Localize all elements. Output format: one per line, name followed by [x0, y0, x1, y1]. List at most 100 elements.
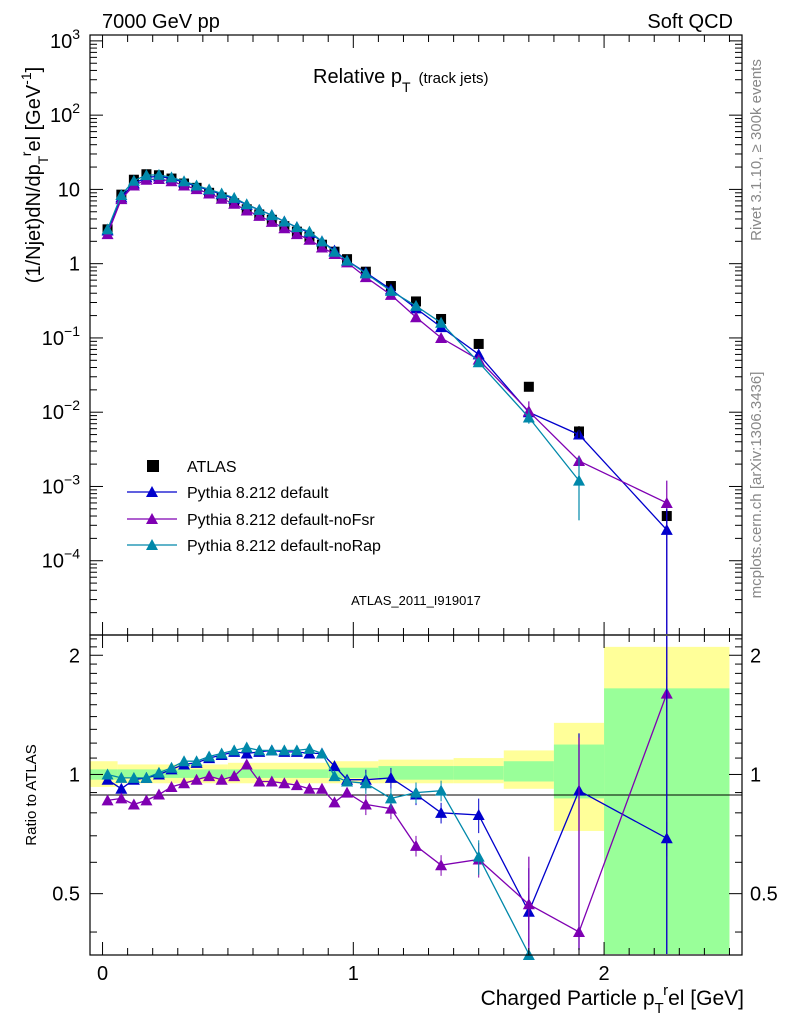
ratio-point-nofsr [341, 786, 354, 798]
data-point-norap [190, 179, 203, 191]
ratio-point-norap [435, 784, 448, 796]
header-left: 7000 GeV pp [102, 11, 220, 33]
ratio-point-norap [203, 750, 216, 762]
legend-label-atlas: ATLAS [187, 459, 237, 476]
watermark: ATLAS_2011_I919017 [351, 593, 481, 608]
ratio-point-default [240, 747, 253, 759]
ratio-y-tick-label: 0.5 [52, 884, 80, 906]
data-point-nofsr [315, 241, 328, 253]
ratio-frame [89, 634, 743, 956]
ratio-point-norap [410, 786, 422, 798]
y-tick-label: 10−1 [42, 323, 80, 350]
data-point-norap [303, 225, 316, 237]
x-tick-label: 2 [599, 963, 610, 985]
data-point-nofsr [303, 233, 316, 245]
ratio-point-norap [190, 755, 203, 767]
x-tick-label: 0 [97, 963, 108, 985]
ratio-point-nofsr [165, 780, 178, 792]
ratio-point-norap [384, 792, 397, 804]
ratio-point-norap [328, 770, 341, 782]
ratio-marks [101, 636, 673, 960]
ratio-point-nofsr [315, 782, 328, 794]
ratio-point-nofsr [140, 794, 153, 806]
y-tick-label: 103 [50, 26, 80, 53]
ratio-point-norap [178, 755, 191, 767]
ratio-point-norap [290, 744, 303, 756]
ratio-point-norap [315, 747, 328, 759]
ratio-point-default [115, 782, 128, 794]
data-point-norap [278, 215, 291, 227]
data-point-nofsr [265, 215, 278, 227]
data-point-nofsr [278, 222, 291, 234]
band-inner [378, 766, 454, 780]
band-inner [453, 766, 504, 780]
main-title: Relative pT (track jets) [313, 66, 489, 95]
ratio-point-norap [127, 771, 140, 783]
data-point-atlas [523, 381, 534, 392]
legend-label-norap: Pythia 8.212 default-noRap [187, 538, 381, 555]
ratio-point-nofsr [240, 758, 253, 770]
ratio-point-default [328, 760, 341, 772]
data-point-nofsr [410, 311, 422, 323]
legend-marker-norap [146, 539, 158, 550]
y-tick-label: 1 [69, 254, 80, 276]
data-point-nofsr [228, 197, 241, 209]
ratio-point-norap [228, 744, 241, 756]
main-marks [101, 168, 673, 634]
ratio-point-norap [472, 850, 485, 862]
data-point-norap [472, 356, 485, 368]
ratio-point-nofsr [265, 775, 278, 787]
data-point-norap [384, 284, 397, 296]
band-inner [90, 769, 118, 780]
ratio-point-nofsr [278, 777, 291, 789]
data-point-norap [152, 168, 165, 180]
ratio-point-default [435, 806, 448, 818]
ratio-point-default [472, 808, 485, 820]
data-point-atlas [473, 338, 484, 349]
legend: ATLAS Pythia 8.212 default Pythia 8.212 … [127, 459, 381, 555]
ratio-point-nofsr [253, 775, 266, 787]
data-point-norap [315, 235, 328, 247]
ratio-point-norap [240, 741, 253, 753]
data-point-norap [203, 183, 216, 195]
ratio-point-norap [265, 744, 278, 756]
ratio-point-norap [253, 744, 266, 756]
legend-marker-nofsr [146, 513, 158, 524]
ratio-point-norap [341, 775, 354, 787]
data-point-norap [140, 169, 153, 181]
band-inner [328, 767, 379, 778]
ratio-point-norap [303, 742, 316, 754]
ratio-point-norap [152, 766, 165, 778]
data-point-nofsr [435, 331, 448, 343]
ratio-y-tick-label-right: 0.5 [750, 884, 778, 906]
data-point-nofsr [240, 204, 253, 216]
data-point-norap [228, 191, 241, 203]
ratio-panel: 0.5 0.51 12 20 1 2 Ratio to ATLAS Charged Par… [23, 634, 778, 1017]
ratio-point-nofsr [190, 773, 203, 785]
y-tick-label: 102 [50, 100, 80, 127]
ratio-point-nofsr [215, 773, 228, 785]
legend-marker-atlas [147, 460, 159, 472]
data-point-norap [290, 221, 303, 233]
ratio-point-nofsr [290, 779, 303, 791]
ratio-point-nofsr [359, 798, 372, 810]
y-tick-label: 10−2 [42, 397, 80, 424]
ratio-y-tick-label: 1 [69, 764, 80, 786]
ratio-point-default [384, 771, 397, 783]
y-tick-label: 10−4 [42, 546, 80, 573]
data-point-norap [215, 187, 228, 199]
ratio-point-nofsr [178, 777, 191, 789]
legend-label-default: Pythia 8.212 default [187, 485, 329, 502]
mcplots-label: mcplots.cern.ch [arXiv:1306.3436] [748, 372, 765, 599]
band-inner [227, 769, 329, 778]
ratio-point-norap [215, 747, 228, 759]
legend-label-nofsr: Pythia 8.212 default-noFsr [187, 512, 375, 529]
ratio-point-nofsr [127, 798, 140, 810]
data-point-norap [359, 267, 372, 279]
data-point-nofsr [290, 228, 303, 240]
ratio-point-norap [165, 761, 178, 773]
data-point-norap [435, 316, 448, 328]
y-tick-label: 10 [58, 179, 80, 201]
